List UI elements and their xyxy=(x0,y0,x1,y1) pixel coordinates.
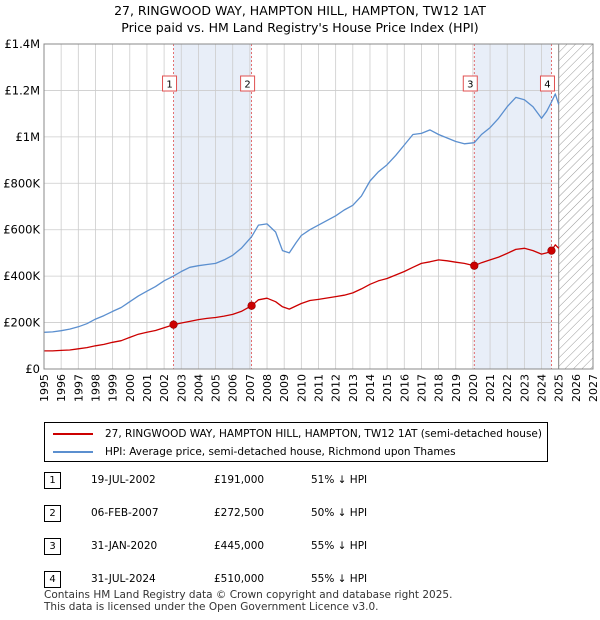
x-tick-label: 2018 xyxy=(433,374,446,402)
sale-label-box: 1 xyxy=(162,75,178,92)
y-tick-label: £800K xyxy=(3,176,40,190)
x-tick-label: 1997 xyxy=(72,374,85,402)
x-tick-label: 2026 xyxy=(570,374,583,402)
x-tick-label: 2004 xyxy=(192,374,205,402)
legend-label-price-paid: 27, RINGWOOD WAY, HAMPTON HILL, HAMPTON,… xyxy=(105,428,542,440)
sale-price: £445,000 xyxy=(214,540,265,552)
x-tick-label: 2021 xyxy=(484,374,497,402)
sale-date: 31-JAN-2020 xyxy=(91,540,158,552)
x-tick-label: 2024 xyxy=(536,374,549,402)
y-tick-label: £1M xyxy=(15,130,40,144)
ownership-shade xyxy=(173,44,252,369)
sale-row: 1 19-JUL-2002 £191,000 51% ↓ HPI xyxy=(44,472,464,490)
x-tick-label: 2022 xyxy=(501,374,514,402)
sale-label-box: 4 xyxy=(539,75,555,92)
sale-date: 31-JUL-2024 xyxy=(91,573,156,585)
x-tick-label: 1998 xyxy=(89,374,102,402)
sale-label-text: 3 xyxy=(467,80,473,91)
footer-licence: This data is licensed under the Open Gov… xyxy=(44,601,379,613)
price-chart: 1 2 3 4 £0 £200K £400K £600K £800K £1M £1.2M £1.4M… xyxy=(3,37,600,402)
sale-label-text: 4 xyxy=(544,80,550,91)
y-tick-label: £200K xyxy=(3,316,40,330)
x-tick-label: 2023 xyxy=(518,374,531,402)
x-tick-label: 2000 xyxy=(124,374,137,402)
sale-number-badge: 2 xyxy=(44,505,61,522)
ownership-shade xyxy=(474,44,552,369)
chart-title-line2: Price paid vs. HM Land Registry's House … xyxy=(121,20,479,35)
legend-label-hpi: HPI: Average price, semi-detached house,… xyxy=(105,446,456,458)
sale-number-badge: 3 xyxy=(44,538,61,555)
x-tick-label: 2019 xyxy=(450,374,463,402)
sale-price: £510,000 xyxy=(214,573,265,585)
sale-label-frame xyxy=(539,75,555,92)
x-tick-label: 1996 xyxy=(55,374,68,402)
x-tick-label: 2007 xyxy=(244,374,257,402)
y-tick-label: £1.2M xyxy=(4,83,40,97)
sale-hpi-diff: 50% ↓ HPI xyxy=(311,507,368,519)
y-tick-label: £0 xyxy=(25,362,40,376)
x-tick-label: 2010 xyxy=(295,374,308,402)
sale-label-frame xyxy=(240,75,256,92)
sale-price: £272,500 xyxy=(214,507,265,519)
sale-label-box: 2 xyxy=(240,75,256,92)
x-tick-label: 2006 xyxy=(227,374,240,402)
footer-copyright: Contains HM Land Registry data © Crown c… xyxy=(44,589,453,601)
y-tick-label: £400K xyxy=(3,269,40,283)
sale-hpi-diff: 51% ↓ HPI xyxy=(311,474,368,486)
sale-label-text: 2 xyxy=(244,80,250,91)
sale-hpi-diff: 55% ↓ HPI xyxy=(311,573,368,585)
x-tick-label: 2015 xyxy=(381,374,394,402)
x-tick-label: 2002 xyxy=(158,374,171,402)
x-tick-label: 2008 xyxy=(261,374,274,402)
x-tick-label: 2016 xyxy=(398,374,411,402)
sale-label-box: 3 xyxy=(462,75,478,92)
legend-item-hpi: HPI: Average price, semi-detached house,… xyxy=(53,444,456,460)
forecast-hatch xyxy=(558,44,593,369)
x-tick-label: 2001 xyxy=(141,374,154,402)
chart-title-line1: 27, RINGWOOD WAY, HAMPTON HILL, HAMPTON,… xyxy=(114,3,486,18)
sale-point xyxy=(169,320,178,329)
sale-date: 19-JUL-2002 xyxy=(91,474,156,486)
plot-frame xyxy=(43,43,594,370)
x-tick-label: 2020 xyxy=(467,374,480,402)
x-tick-label: 1995 xyxy=(38,374,51,402)
sale-label-text: 1 xyxy=(166,80,172,91)
y-tick-label: £600K xyxy=(3,223,40,237)
x-tick-label: 2013 xyxy=(347,374,360,402)
sale-number-badge: 1 xyxy=(44,472,61,489)
x-tick-label: 2027 xyxy=(587,374,600,402)
x-tick-label: 2025 xyxy=(553,374,566,402)
sale-point xyxy=(547,246,556,255)
x-tick-label: 2003 xyxy=(175,374,188,402)
sale-label-frame xyxy=(462,75,478,92)
sale-hpi-diff: 55% ↓ HPI xyxy=(311,540,368,552)
sale-number-badge: 4 xyxy=(44,571,61,588)
sale-row: 3 31-JAN-2020 £445,000 55% ↓ HPI xyxy=(44,538,464,556)
legend-swatch-hpi xyxy=(53,451,93,453)
sale-date: 06-FEB-2007 xyxy=(91,507,159,519)
sale-label-frame xyxy=(162,75,178,92)
sale-price: £191,000 xyxy=(214,474,265,486)
legend-item-price-paid: 27, RINGWOOD WAY, HAMPTON HILL, HAMPTON,… xyxy=(53,426,542,442)
legend: 27, RINGWOOD WAY, HAMPTON HILL, HAMPTON,… xyxy=(44,422,548,462)
footer: Contains HM Land Registry data © Crown c… xyxy=(44,589,452,613)
x-tick-label: 2011 xyxy=(313,374,326,402)
chart-title: 27, RINGWOOD WAY, HAMPTON HILL, HAMPTON,… xyxy=(0,2,600,36)
sale-point xyxy=(247,301,256,310)
x-tick-label: 2014 xyxy=(364,374,377,402)
x-tick-label: 2009 xyxy=(278,374,291,402)
x-tick-label: 2012 xyxy=(330,374,343,402)
sale-point xyxy=(470,261,479,270)
y-tick-label: £1.4M xyxy=(4,37,40,51)
legend-swatch-price-paid xyxy=(53,433,93,435)
x-tick-label: 1999 xyxy=(107,374,120,402)
x-tick-label: 2005 xyxy=(210,374,223,402)
sale-row: 2 06-FEB-2007 £272,500 50% ↓ HPI xyxy=(44,505,464,523)
hpi-line xyxy=(43,93,560,333)
price-paid-line xyxy=(44,244,560,352)
sale-row: 4 31-JUL-2024 £510,000 55% ↓ HPI xyxy=(44,571,464,589)
x-tick-label: 2017 xyxy=(415,374,428,402)
